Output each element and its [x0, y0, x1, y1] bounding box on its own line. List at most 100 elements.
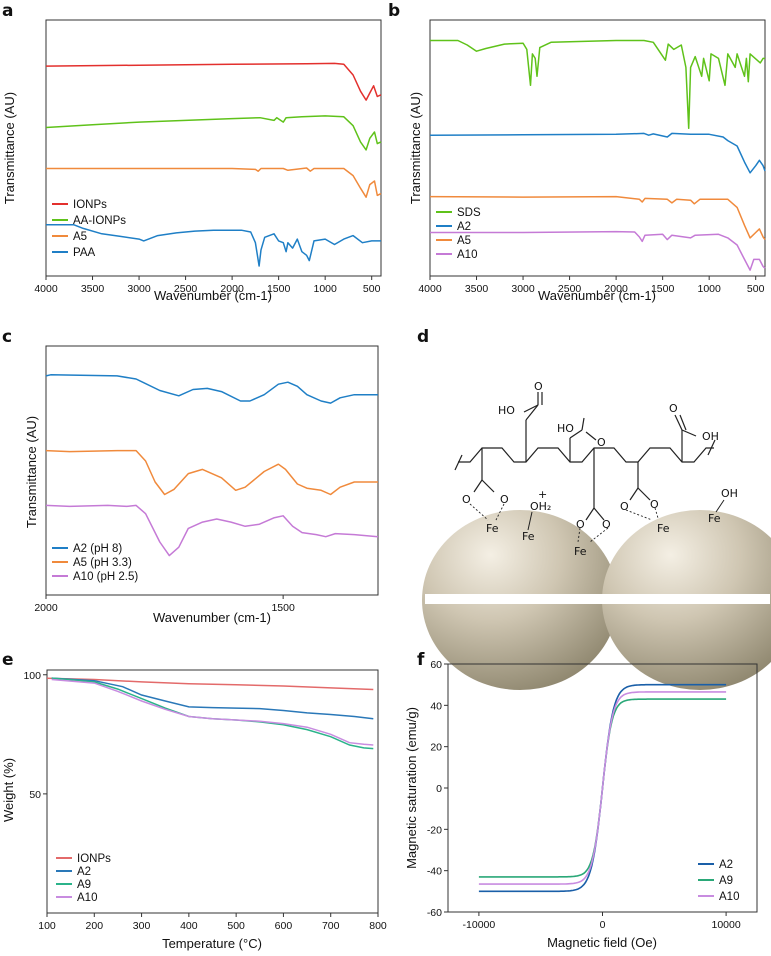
cooh-label: O: [597, 436, 606, 449]
y-axis-label: Transmittance (AU): [24, 416, 39, 528]
hydroxyl-label: OH: [721, 487, 738, 500]
series-line-a5: [46, 167, 382, 198]
x-tick-label: 500: [747, 283, 765, 295]
legend-label-a10: A10: [77, 892, 97, 904]
x-tick-label: 1000: [313, 283, 337, 295]
ftir-chart-b: 4000 3500 3000 2500 2000 1500 1000 500 Wavenumb…: [408, 19, 766, 303]
panel-label-c: c: [2, 327, 12, 347]
x-tick-label: 800: [369, 920, 387, 932]
panel-label-e: e: [2, 650, 14, 670]
cooh-label: O: [669, 402, 678, 415]
x-tick-label: 200: [86, 920, 104, 932]
panel-label-d: d: [417, 327, 429, 347]
panel-label-b: b: [388, 1, 400, 21]
scheme-d: HO O HO O O OH O O O O O O Fe Fe Fe Fe F…: [422, 380, 771, 690]
x-tick-label: 700: [322, 920, 340, 932]
x-tick-label: 500: [363, 283, 381, 295]
series-line-a5: [429, 195, 766, 241]
legend-label-a5-ph-3-3: A5 (pH 3.3): [73, 557, 132, 569]
y-tick-label: 20: [430, 742, 442, 754]
x-tick-label: 600: [275, 920, 293, 932]
y-tick-label: 40: [430, 700, 442, 712]
series-line-a2-ph-8: [45, 374, 378, 404]
series-line-a2: [429, 132, 766, 174]
x-tick-label: 2000: [220, 283, 244, 295]
y-tick-label: 0: [436, 783, 442, 795]
legend-label-a5: A5: [457, 235, 471, 247]
series-line-a5-ph-3-3: [45, 449, 378, 496]
series-line-aa-ionps: [45, 115, 382, 151]
series-line-sds: [430, 39, 765, 130]
polymer-backbone: [454, 392, 716, 521]
x-tick-label: 300: [133, 920, 151, 932]
charge-label: +: [538, 488, 547, 501]
x-axis-label: Magnetic field (Oe): [547, 935, 657, 950]
iron-label: Fe: [574, 545, 587, 558]
water-ligand-label: OH₂: [530, 500, 551, 513]
series-line-a2: [51, 677, 374, 720]
iron-label: Fe: [657, 522, 670, 535]
ftir-chart-c: 2000 1500 Wavenumber (cm-1) Transmittance…: [24, 345, 379, 625]
x-tick-label: 4000: [34, 283, 58, 295]
tga-chart-e: 100 200 300 400 500 600 700 800 50 100 Temperatur…: [1, 669, 387, 951]
cooh-label: HO: [498, 404, 515, 417]
y-axis-label: Magnetic saturation (emu/g): [404, 707, 419, 869]
series-line-paa: [46, 224, 381, 267]
oxygen-label: O: [576, 518, 585, 531]
x-tick-label: -10000: [463, 919, 496, 931]
legend-label-a5: A5: [73, 231, 87, 243]
x-tick-label: 3000: [511, 283, 535, 295]
cooh-label: O: [534, 380, 543, 393]
legend-label-a10: A10: [457, 249, 477, 261]
oxygen-label: O: [620, 500, 629, 513]
plot-frame: [45, 19, 382, 277]
legend-label-a10: A10: [719, 891, 739, 903]
x-tick-label: 3500: [465, 283, 489, 295]
series-line-a10-ph-2-5: [45, 504, 379, 557]
coordination-bonds: [469, 503, 659, 543]
x-tick-label: 1500: [271, 602, 295, 614]
x-tick-label: 1000: [697, 283, 721, 295]
x-tick-label: 3500: [81, 283, 105, 295]
x-tick-label: 3000: [127, 283, 151, 295]
legend-label-sds: SDS: [457, 207, 481, 219]
ftir-chart-a: 4000 3500 3000 2500 2000 1500 1000 500 Wavenumb…: [2, 19, 382, 303]
panel-label-f: f: [417, 650, 425, 670]
y-tick-label: 60: [430, 659, 442, 671]
x-axis-label: Temperature (°C): [162, 936, 262, 951]
oxygen-label: O: [602, 518, 611, 531]
legend-label-a10-ph-2-5: A10 (pH 2.5): [73, 571, 138, 583]
cooh-label: OH: [702, 430, 719, 443]
y-axis-label: Weight (%): [1, 758, 16, 822]
x-axis-label: Wavenumber (cm-1): [153, 610, 271, 625]
cooh-label: HO: [557, 422, 574, 435]
series-line-ionps: [46, 677, 374, 691]
plot-frame: [45, 345, 379, 596]
legend-label-a2: A2: [77, 866, 91, 878]
oxygen-label: O: [462, 493, 471, 506]
legend-label-ionps: IONPs: [73, 199, 107, 211]
legend-label-ionps: IONPs: [77, 853, 111, 865]
iron-label: Fe: [522, 530, 535, 543]
legend-label-aa-ionps: AA-IONPs: [73, 215, 126, 227]
legend-label-a2: A2: [457, 221, 471, 233]
oxygen-label: O: [500, 493, 509, 506]
x-tick-label: 1500: [267, 283, 291, 295]
x-tick-label: 2500: [174, 283, 198, 295]
x-tick-label: 2000: [604, 283, 628, 295]
series-line-a10: [430, 230, 766, 271]
y-tick-label: -20: [427, 824, 442, 836]
x-tick-label: 400: [180, 920, 198, 932]
legend-label-paa: PAA: [73, 247, 95, 259]
legend-label-a2-ph-8: A2 (pH 8): [73, 543, 122, 555]
y-tick-label: 50: [29, 789, 41, 801]
legend-label-a2: A2: [719, 859, 733, 871]
x-tick-label: 500: [227, 920, 245, 932]
y-axis-label: Transmittance (AU): [2, 92, 17, 204]
x-tick-label: 1500: [651, 283, 675, 295]
legend-label-a9: A9: [77, 879, 91, 891]
x-tick-label: 10000: [711, 919, 740, 931]
iron-label: Fe: [486, 522, 499, 535]
x-tick-label: 2500: [558, 283, 582, 295]
